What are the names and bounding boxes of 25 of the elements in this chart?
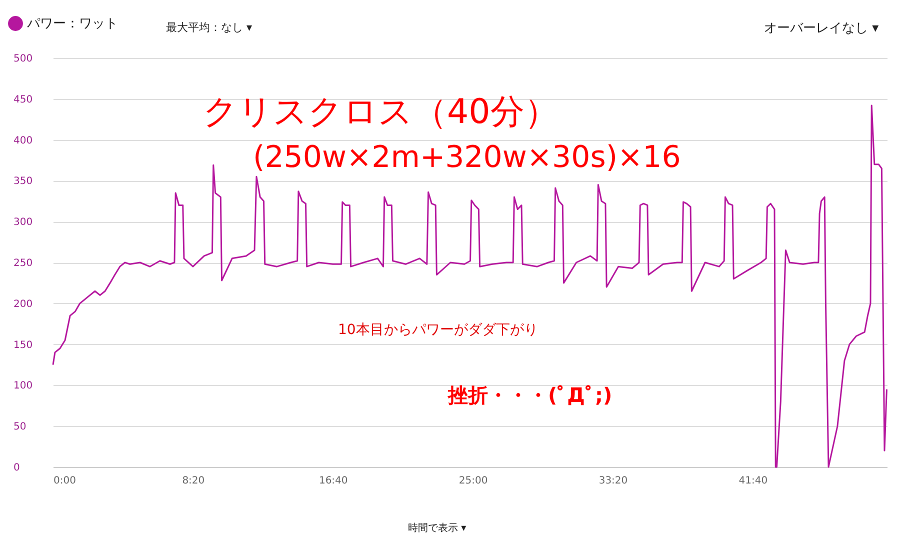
y-tick-label: 0	[14, 462, 20, 474]
y-tick-label: 50	[14, 422, 26, 433]
x-tick-label: 16:40	[318, 476, 348, 486]
x-tick-label: 41:40	[738, 476, 768, 486]
y-tick-label: 200	[14, 298, 33, 310]
text: オーバーレイなし ▾	[764, 21, 880, 36]
y-tick-label: 150	[14, 340, 33, 351]
y-tick-label: 500	[14, 54, 33, 64]
y-tick-label: 100	[14, 380, 33, 392]
annotation: (250w×2m+320w×30s)×16	[253, 140, 681, 175]
annotation: 10本目からパワーがダダ下がり	[338, 322, 538, 338]
text: 時間で表示 ▾	[408, 522, 466, 534]
y-tick-label: 250	[14, 258, 33, 269]
annotation: クリスクロス（40分）	[203, 92, 558, 132]
y-tick-label: 450	[14, 94, 33, 106]
text: 最大平均：なし ▾	[166, 21, 252, 34]
x-tick-label: 8:20	[182, 476, 205, 486]
y-tick-label: 300	[14, 217, 33, 228]
x-tick-label: 25:00	[458, 476, 488, 486]
y-tick-label: 350	[14, 176, 33, 188]
legend-label: パワー：ワット	[26, 16, 118, 32]
y-tick-label: 400	[14, 135, 33, 146]
annotation: 挫折・・・(ﾟДﾟ;)	[447, 383, 612, 407]
x-tick-label: 33:20	[598, 476, 628, 486]
x-tick-label: 0:00	[54, 476, 76, 486]
